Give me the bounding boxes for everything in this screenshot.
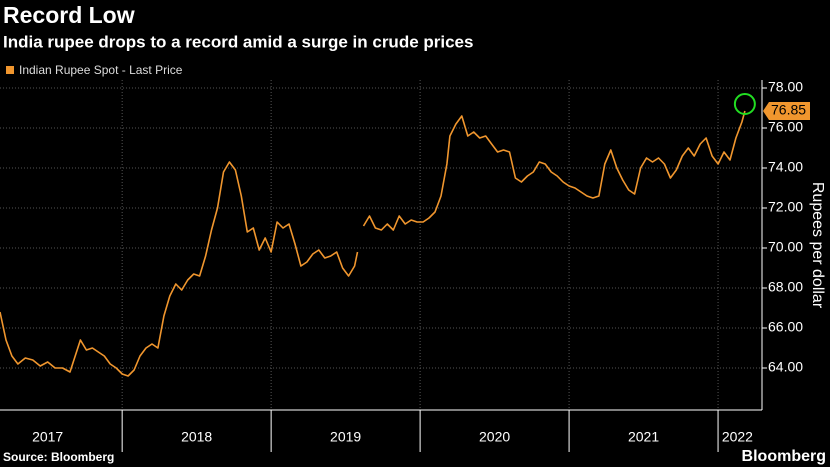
y-tick-label: 66.00 [768, 319, 803, 335]
y-tick-label: 78.00 [768, 79, 803, 95]
chart-title: Record Low [3, 2, 135, 28]
last-price-tag [763, 102, 810, 120]
x-tick-label: 2020 [479, 429, 510, 445]
y-tick-label: 76.00 [768, 119, 803, 135]
y-tick-label: 70.00 [768, 239, 803, 255]
highlight-circle [733, 93, 756, 115]
chart-subtitle: India rupee drops to a record amid a sur… [3, 32, 473, 51]
x-tick-label: 2019 [330, 429, 361, 445]
x-tick-label: 2021 [628, 429, 659, 445]
x-tick-label: 2018 [181, 429, 212, 445]
x-tick-label: 2022 [722, 429, 753, 445]
legend-label: Indian Rupee Spot - Last Price [19, 63, 183, 77]
y-axis-title: Rupees per dollar [809, 182, 826, 309]
last-price-label: 76.85 [771, 102, 806, 118]
brand: Bloomberg [742, 448, 826, 465]
y-tick-label: 68.00 [768, 279, 803, 295]
y-tick-label: 72.00 [768, 199, 803, 215]
y-tick-label: 74.00 [768, 159, 803, 175]
source: Source: Bloomberg [3, 450, 114, 464]
x-tick-label: 2017 [32, 429, 63, 445]
legend-swatch [6, 66, 14, 74]
y-tick-label: 64.00 [768, 359, 803, 375]
line [0, 110, 746, 377]
